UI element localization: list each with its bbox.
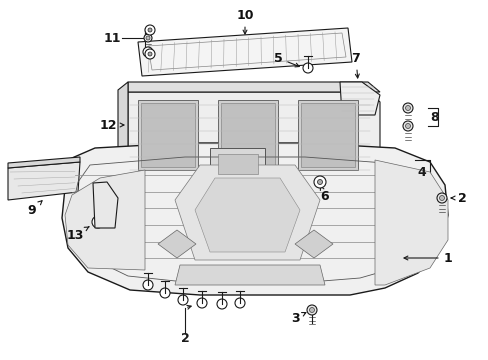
- Bar: [297, 100, 357, 170]
- Polygon shape: [128, 92, 379, 180]
- Bar: [209, 148, 264, 180]
- Polygon shape: [118, 180, 374, 185]
- Polygon shape: [118, 82, 128, 185]
- Text: 13: 13: [66, 227, 89, 242]
- Circle shape: [439, 195, 444, 201]
- Polygon shape: [195, 178, 299, 252]
- Text: 8: 8: [430, 111, 438, 123]
- Text: 12: 12: [99, 118, 124, 131]
- Circle shape: [160, 288, 170, 298]
- Circle shape: [146, 50, 150, 54]
- Text: 2: 2: [180, 332, 189, 345]
- Polygon shape: [8, 157, 80, 168]
- Text: 7: 7: [351, 51, 360, 78]
- Polygon shape: [339, 82, 379, 115]
- Circle shape: [148, 52, 152, 56]
- Circle shape: [146, 36, 150, 40]
- Text: 4: 4: [417, 166, 426, 179]
- Bar: [141, 103, 195, 167]
- Polygon shape: [62, 143, 447, 295]
- Bar: [221, 103, 274, 167]
- Circle shape: [405, 105, 409, 111]
- Circle shape: [178, 295, 187, 305]
- Polygon shape: [175, 165, 319, 260]
- Text: 10: 10: [236, 9, 253, 34]
- Circle shape: [405, 123, 409, 129]
- Polygon shape: [128, 82, 379, 92]
- Circle shape: [145, 25, 155, 35]
- Circle shape: [197, 298, 206, 308]
- Text: 6: 6: [320, 186, 328, 202]
- Circle shape: [148, 28, 152, 32]
- Polygon shape: [65, 170, 145, 270]
- Bar: [301, 103, 354, 167]
- Text: 1: 1: [403, 252, 451, 265]
- Circle shape: [95, 220, 101, 225]
- Circle shape: [317, 180, 322, 185]
- Polygon shape: [374, 160, 447, 285]
- Text: 9: 9: [28, 201, 42, 216]
- Circle shape: [217, 299, 226, 309]
- Text: 2: 2: [450, 192, 466, 204]
- Text: 3: 3: [290, 311, 305, 324]
- Polygon shape: [294, 230, 332, 258]
- Polygon shape: [8, 162, 80, 200]
- Circle shape: [142, 47, 153, 57]
- Bar: [218, 154, 258, 174]
- Bar: [218, 100, 278, 170]
- Polygon shape: [93, 182, 118, 228]
- Circle shape: [142, 280, 153, 290]
- Polygon shape: [175, 265, 325, 285]
- Circle shape: [309, 307, 314, 312]
- Circle shape: [143, 34, 152, 42]
- Circle shape: [306, 305, 316, 315]
- Text: 5: 5: [273, 51, 299, 67]
- Circle shape: [92, 216, 104, 228]
- Circle shape: [235, 298, 244, 308]
- Circle shape: [303, 63, 312, 73]
- Circle shape: [402, 103, 412, 113]
- Circle shape: [436, 193, 446, 203]
- Circle shape: [145, 49, 155, 59]
- Polygon shape: [138, 28, 351, 76]
- Polygon shape: [158, 230, 196, 258]
- Bar: [138, 100, 198, 170]
- Circle shape: [313, 176, 325, 188]
- Text: 11: 11: [103, 32, 121, 45]
- Circle shape: [402, 121, 412, 131]
